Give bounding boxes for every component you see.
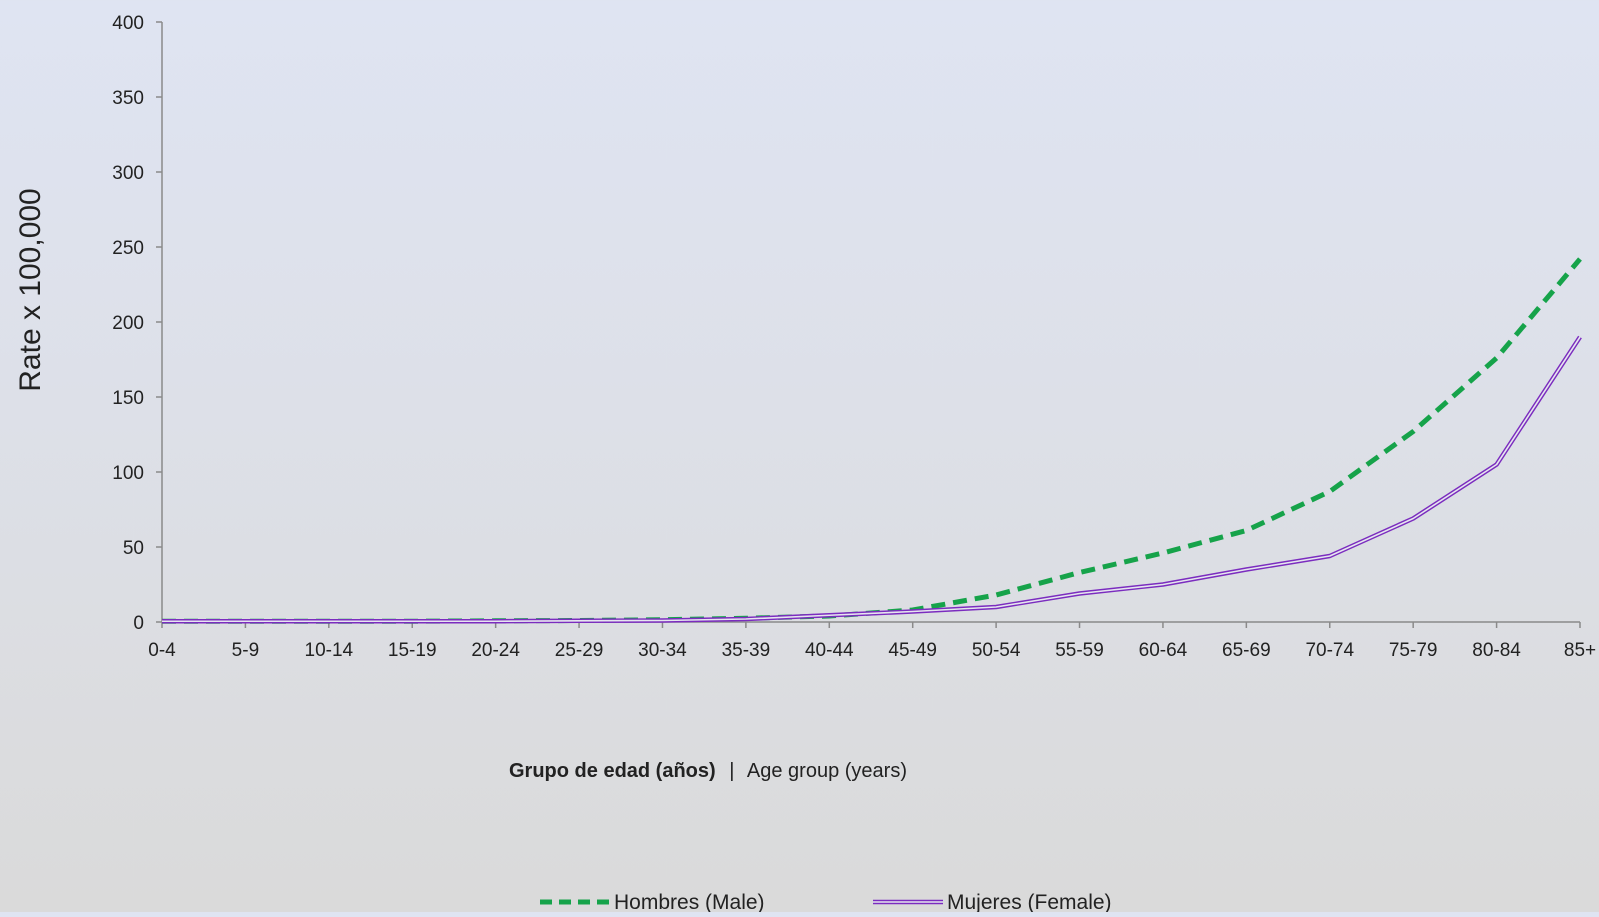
x-tick-label: 30-34: [638, 640, 687, 661]
y-axis-title: Rate x 100,000: [14, 188, 47, 391]
legend-label: Mujeres (Female): [947, 891, 1112, 912]
series-line-female-outer: [162, 337, 1580, 621]
x-tick-label: 45-49: [888, 640, 937, 661]
y-tick-label: 350: [112, 88, 144, 109]
x-tick-label: 0-4: [148, 640, 176, 661]
legend-label: Hombres (Male): [614, 891, 765, 912]
y-tick-label: 200: [112, 313, 144, 334]
y-tick-label: 150: [112, 388, 144, 409]
x-tick-label: 80-84: [1472, 640, 1521, 661]
x-tick-label: 85+: [1564, 640, 1596, 661]
x-tick-label: 60-64: [1139, 640, 1188, 661]
x-tick-label: 15-19: [388, 640, 437, 661]
x-axis-title-bold: Grupo de edad (años): [509, 760, 716, 782]
x-tick-label: 50-54: [972, 640, 1021, 661]
y-tick-label: 50: [123, 538, 144, 559]
y-tick-label: 300: [112, 163, 144, 184]
x-axis-title: Grupo de edad (años) | Age group (years): [509, 760, 907, 782]
x-tick-label: 70-74: [1305, 640, 1354, 661]
x-tick-label: 25-29: [555, 640, 604, 661]
x-tick-label: 20-24: [471, 640, 520, 661]
series-1: [162, 259, 1580, 621]
y-tick-label: 0: [133, 613, 144, 634]
legend: Hombres (Male) Mujeres (Female): [540, 891, 1112, 912]
series-line-male: [162, 259, 1580, 621]
x-tick-label: 55-59: [1055, 640, 1104, 661]
series-line-female-inner: [162, 337, 1580, 621]
y-tick-label: 400: [112, 13, 144, 34]
x-tick-label: 65-69: [1222, 640, 1271, 661]
y-tick-label: 100: [112, 463, 144, 484]
y-tick-label: 250: [112, 238, 144, 259]
axes: 0 50 100 150 200 250 300 350 400 0-4 5-9 10-14 15-19…: [112, 13, 1596, 661]
x-tick-label: 5-9: [232, 640, 259, 661]
x-tick-label: 35-39: [722, 640, 771, 661]
x-tick-label: 10-14: [305, 640, 354, 661]
series-layer: [162, 259, 1580, 621]
x-axis-title-separator: |: [729, 760, 734, 782]
x-axis-title-normal: Age group (years): [747, 760, 907, 782]
series-2: [162, 337, 1580, 621]
x-tick-label: 40-44: [805, 640, 854, 661]
x-tick-label: 75-79: [1389, 640, 1438, 661]
